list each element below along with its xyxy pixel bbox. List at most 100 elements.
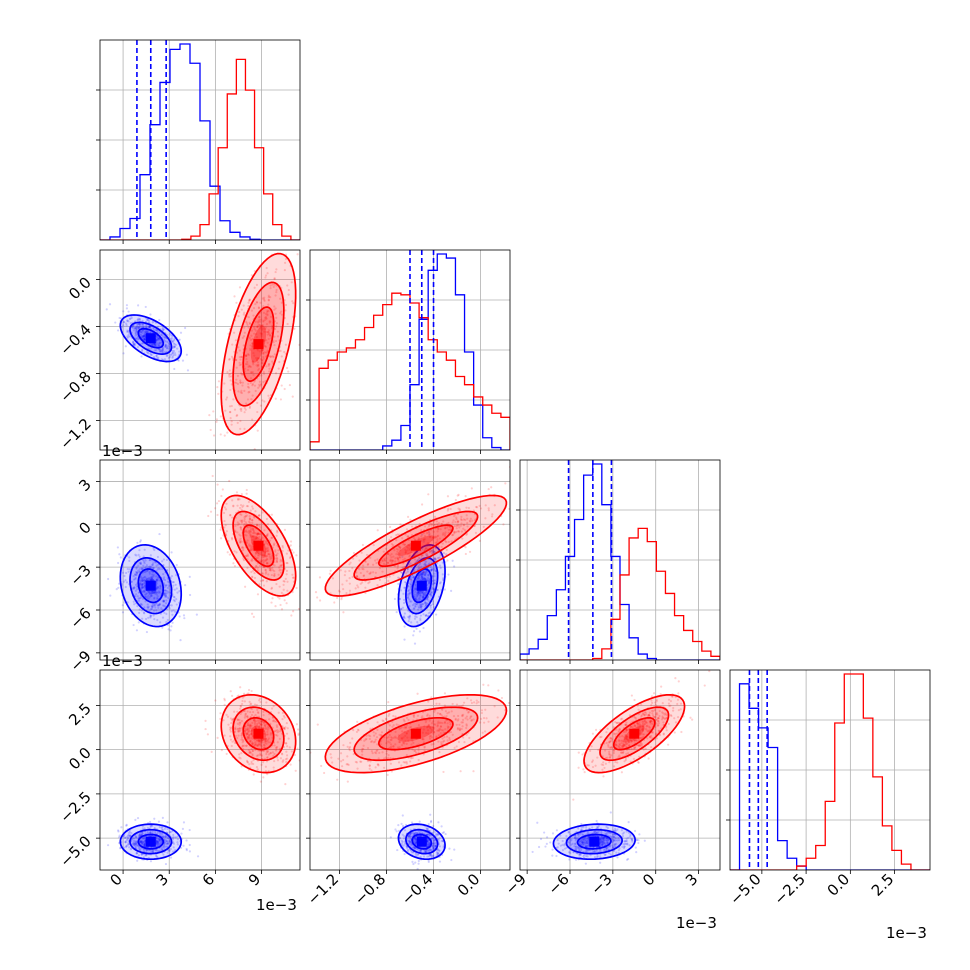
scatter-point (537, 701, 539, 703)
scatter-point (142, 564, 145, 567)
scatter-point (263, 554, 267, 558)
scatter-point (269, 315, 273, 318)
scatter-point (140, 576, 143, 579)
scatter-point (149, 554, 152, 557)
scatter-point (258, 583, 261, 586)
scatter-point (246, 566, 249, 569)
scatter-point (151, 578, 154, 581)
scatter-point (240, 492, 243, 496)
scatter-point (149, 608, 152, 611)
scatter-point (264, 559, 267, 562)
scatter-point (165, 599, 168, 602)
scatter-point (283, 528, 287, 531)
scatter-point (140, 586, 144, 589)
scatter-point (258, 318, 261, 321)
scatter-point (160, 348, 163, 352)
scatter-point (142, 335, 145, 338)
scatter-point (272, 341, 275, 344)
scatter-point (470, 487, 473, 490)
scatter-point (233, 564, 237, 568)
scatter-point (261, 328, 264, 331)
scatter-point (247, 391, 250, 394)
scatter-point (239, 381, 242, 384)
scatter-point (134, 570, 138, 574)
scatter-point (253, 538, 256, 541)
scatter-point (274, 339, 278, 343)
scatter-point (164, 593, 167, 596)
scatter-point (141, 583, 144, 586)
scatter-point (156, 578, 159, 581)
scatter-point (240, 409, 243, 413)
scatter-point (151, 573, 154, 576)
scatter-point (244, 521, 248, 524)
scatter-point (209, 428, 212, 432)
scatter-point (274, 557, 277, 560)
scatter-point (185, 847, 188, 851)
scatter-point (257, 532, 260, 536)
scatter-point (229, 375, 233, 378)
scatter-point (248, 514, 251, 518)
scatter-point (119, 556, 122, 559)
scatter-point (245, 320, 248, 324)
scatter-point (239, 526, 242, 529)
scatter-point (261, 536, 264, 539)
scatter-point (148, 326, 151, 329)
scatter-point (244, 515, 247, 518)
scatter-point (272, 285, 275, 288)
scatter-point (141, 583, 144, 586)
scatter-point (415, 592, 418, 595)
scatter-point (276, 529, 279, 533)
scatter-point (240, 513, 243, 516)
scatter-point (453, 565, 456, 568)
scatter-point (170, 336, 173, 340)
scatter-point (188, 828, 191, 832)
scatter-point (262, 351, 265, 355)
scatter-point (164, 594, 167, 597)
scatter-point (137, 304, 140, 307)
scatter-point (161, 816, 164, 819)
scatter-point (395, 611, 398, 614)
scatter-point (151, 321, 154, 324)
scatter-point (433, 569, 436, 572)
scatter-point (257, 552, 260, 555)
scatter-point (171, 351, 175, 354)
scatter-point (141, 329, 144, 332)
scatter-point (273, 308, 276, 311)
scatter-point (143, 335, 146, 338)
scatter-point (132, 341, 135, 344)
scatter-point (277, 573, 280, 576)
scatter-point (260, 333, 263, 336)
scatter-point (144, 579, 147, 583)
scatter-point (236, 374, 240, 377)
scatter-point (170, 353, 173, 356)
scatter-point (264, 318, 267, 321)
scatter-point (137, 317, 140, 320)
scatter-point (179, 331, 183, 334)
scatter-point (219, 712, 222, 715)
scatter-point (157, 590, 160, 593)
scatter-point (266, 523, 270, 526)
scatter-point (256, 429, 259, 432)
scatter-point (426, 596, 430, 599)
scatter-point (286, 561, 289, 565)
scatter-point (250, 559, 253, 562)
scatter-point (274, 312, 277, 315)
scatter-point (123, 574, 126, 578)
scatter-point (247, 301, 250, 304)
scatter-point (154, 343, 157, 346)
scatter-point (134, 332, 137, 335)
scatter-point (215, 420, 218, 423)
scatter-point (295, 554, 298, 557)
scatter-point (157, 820, 161, 823)
scatter-point (132, 340, 135, 343)
scatter-point (228, 357, 231, 361)
scatter-point (243, 367, 247, 370)
scatter-point (248, 406, 251, 409)
scatter-point (256, 532, 259, 535)
scatter-point (173, 588, 176, 591)
scatter-point (265, 323, 269, 326)
scatter-point (328, 572, 331, 575)
scatter-point (158, 603, 161, 606)
scatter-point (114, 321, 117, 324)
scatter-point (132, 575, 135, 578)
